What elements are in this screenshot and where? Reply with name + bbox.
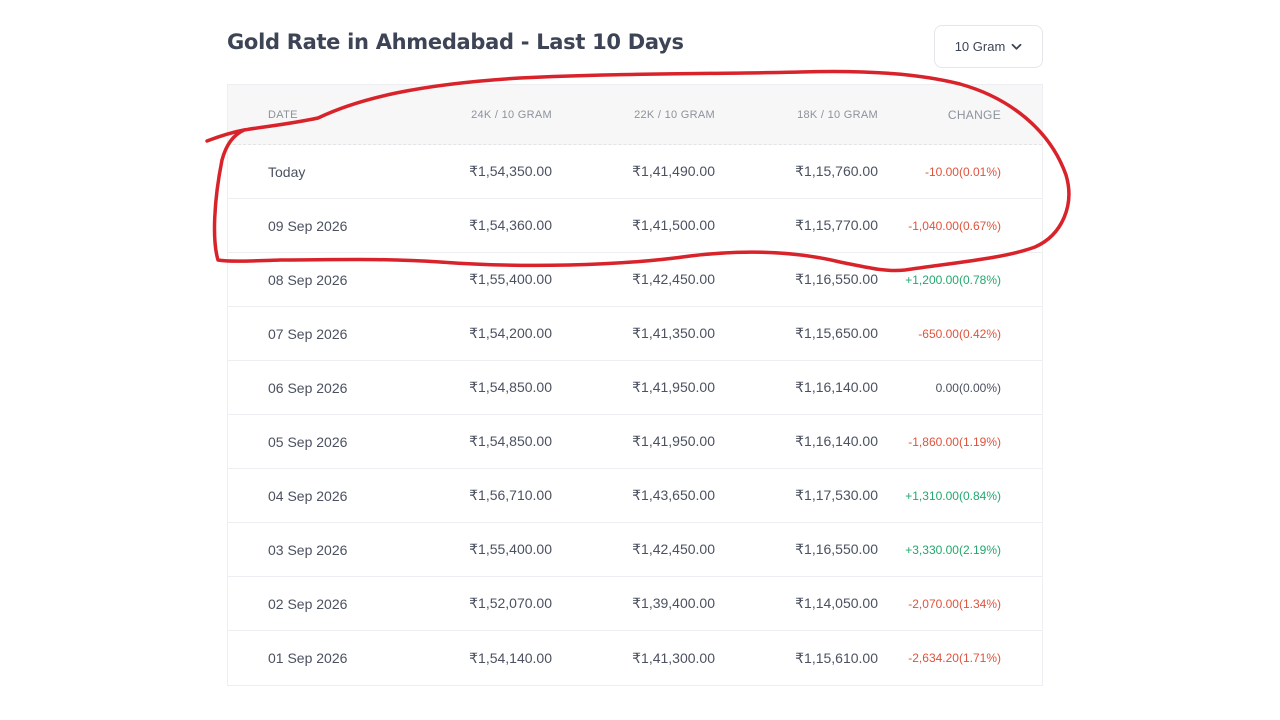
header-change: CHANGE [947, 107, 1001, 122]
row-24k-rate: ₹1,55,400.00 [469, 271, 552, 287]
table-row: 09 Sep 2026 ₹1,54,360.00 ₹1,41,500.00 ₹1,15… [228, 199, 1042, 253]
row-date: 01 Sep 2026 [268, 650, 348, 666]
row-date: 07 Sep 2026 [268, 325, 348, 342]
row-18k-rate: ₹1,16,140.00 [795, 433, 878, 449]
row-24k-rate: ₹1,54,350.00 [469, 163, 552, 179]
row-change: +1,200.00(0.78%) [905, 272, 1001, 287]
row-24k-rate: ₹1,54,140.00 [469, 649, 552, 666]
row-22k-rate: ₹1,41,950.00 [632, 379, 715, 395]
table-header: DATE 24K / 10 GRAM 22K / 10 GRAM 18K / 1… [228, 85, 1042, 145]
table-row: 03 Sep 2026 ₹1,55,400.00 ₹1,42,450.00 ₹1,16… [228, 523, 1042, 577]
row-22k-rate: ₹1,42,450.00 [632, 271, 715, 287]
unit-dropdown-value: 10 Gram [954, 39, 1006, 54]
row-date: Today [268, 163, 306, 180]
row-22k-rate: ₹1,43,650.00 [632, 487, 715, 503]
row-18k-rate: ₹1,16,550.00 [795, 541, 878, 557]
table-row: 04 Sep 2026 ₹1,56,710.00 ₹1,43,650.00 ₹1,17… [228, 469, 1042, 523]
table-row: 05 Sep 2026 ₹1,54,850.00 ₹1,41,950.00 ₹1,16… [228, 415, 1042, 469]
row-22k-rate: ₹1,41,300.00 [632, 649, 715, 666]
row-18k-rate: ₹1,14,050.00 [795, 595, 878, 611]
row-change: -10.00(0.01%) [924, 164, 1001, 179]
row-date: 03 Sep 2026 [268, 541, 348, 558]
chevron-down-icon [1011, 43, 1022, 51]
row-22k-rate: ₹1,39,400.00 [632, 595, 715, 611]
row-change: -2,070.00(1.34%) [908, 596, 1001, 611]
row-18k-rate: ₹1,17,530.00 [795, 487, 878, 503]
row-24k-rate: ₹1,54,200.00 [469, 325, 552, 341]
row-change: +3,330.00(2.19%) [905, 542, 1001, 557]
row-change: -1,860.00(1.19%) [908, 434, 1001, 449]
gold-rate-table: DATE 24K / 10 GRAM 22K / 10 GRAM 18K / 1… [227, 84, 1043, 686]
table-body: Today ₹1,54,350.00 ₹1,41,490.00 ₹1,15,760.0… [228, 145, 1042, 685]
row-change: -2,634.20(1.71%) [908, 651, 1001, 665]
row-24k-rate: ₹1,52,070.00 [469, 595, 552, 611]
row-24k-rate: ₹1,56,710.00 [469, 487, 552, 503]
row-24k-rate: ₹1,54,850.00 [469, 433, 552, 449]
unit-dropdown[interactable]: 10 Gram [934, 25, 1043, 68]
row-22k-rate: ₹1,41,490.00 [632, 163, 715, 179]
row-date: 09 Sep 2026 [268, 217, 348, 234]
row-22k-rate: ₹1,41,350.00 [632, 325, 715, 341]
row-change: -1,040.00(0.67%) [908, 218, 1001, 233]
header-date: DATE [268, 108, 298, 121]
header-24k: 24K / 10 GRAM [471, 108, 552, 121]
table-row: 02 Sep 2026 ₹1,52,070.00 ₹1,39,400.00 ₹1,14… [228, 577, 1042, 631]
row-18k-rate: ₹1,16,140.00 [795, 379, 878, 395]
row-change: -650.00(0.42%) [918, 326, 1001, 341]
header-22k: 22K / 10 GRAM [634, 108, 715, 121]
row-date: 05 Sep 2026 [268, 433, 348, 450]
table-row: 06 Sep 2026 ₹1,54,850.00 ₹1,41,950.00 ₹1,16… [228, 361, 1042, 415]
row-24k-rate: ₹1,55,400.00 [469, 541, 552, 557]
row-change: 0.00(0.00%) [935, 380, 1001, 395]
row-18k-rate: ₹1,15,650.00 [795, 325, 878, 341]
row-24k-rate: ₹1,54,360.00 [469, 217, 552, 233]
row-22k-rate: ₹1,42,450.00 [632, 541, 715, 557]
row-22k-rate: ₹1,41,500.00 [632, 217, 715, 233]
row-22k-rate: ₹1,41,950.00 [632, 433, 715, 449]
table-row: 07 Sep 2026 ₹1,54,200.00 ₹1,41,350.00 ₹1,15… [228, 307, 1042, 361]
header-18k: 18K / 10 GRAM [797, 108, 878, 121]
row-date: 06 Sep 2026 [268, 379, 348, 396]
row-date: 08 Sep 2026 [268, 271, 348, 288]
row-18k-rate: ₹1,15,770.00 [795, 217, 878, 233]
row-date: 02 Sep 2026 [268, 595, 348, 612]
table-row: Today ₹1,54,350.00 ₹1,41,490.00 ₹1,15,760.0… [228, 145, 1042, 199]
table-row: 08 Sep 2026 ₹1,55,400.00 ₹1,42,450.00 ₹1,16… [228, 253, 1042, 307]
row-change: +1,310.00(0.84%) [905, 488, 1001, 503]
row-date: 04 Sep 2026 [268, 487, 348, 504]
page-title: Gold Rate in Ahmedabad - Last 10 Days [227, 30, 684, 54]
row-18k-rate: ₹1,15,760.00 [795, 163, 878, 179]
row-18k-rate: ₹1,16,550.00 [795, 271, 878, 287]
row-24k-rate: ₹1,54,850.00 [469, 379, 552, 395]
row-18k-rate: ₹1,15,610.00 [795, 649, 878, 666]
table-row: 01 Sep 2026 ₹1,54,140.00 ₹1,41,300.00 ₹1,15… [228, 631, 1042, 685]
